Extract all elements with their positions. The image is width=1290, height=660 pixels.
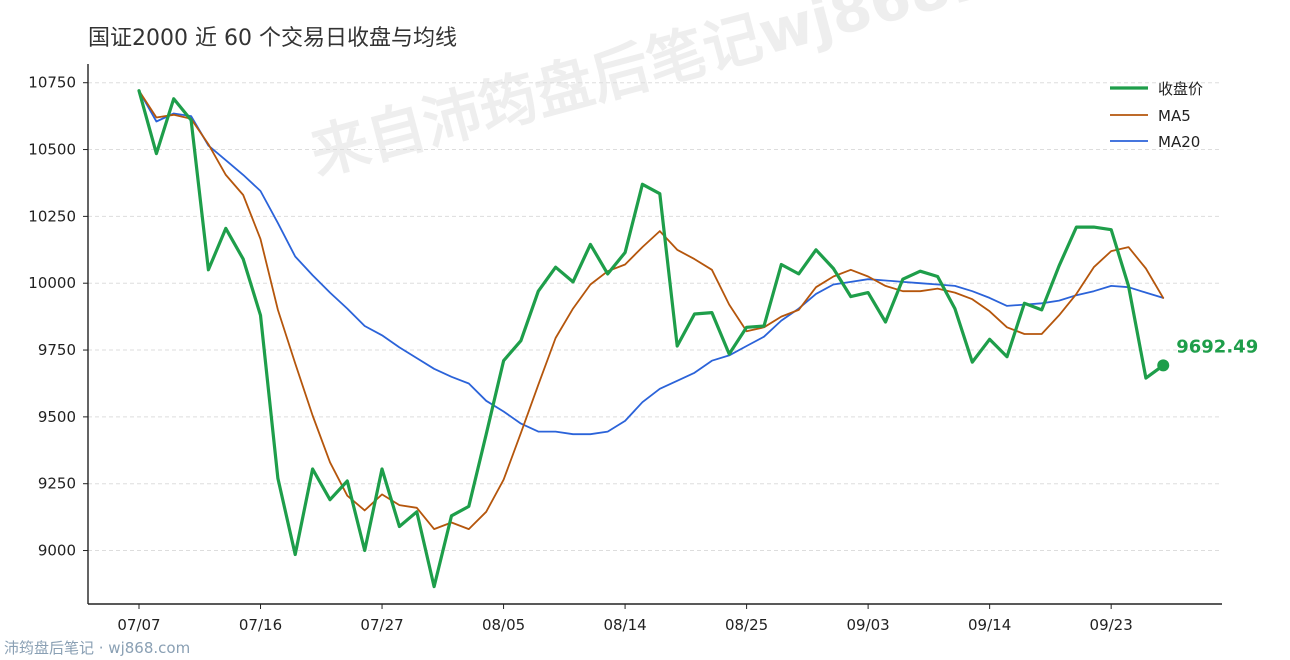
y-tick-label-10500: 10500 <box>28 141 76 159</box>
x-tick-label-09/03: 09/03 <box>847 616 890 634</box>
y-tick-label-10250: 10250 <box>28 207 76 225</box>
x-tick-label-09/23: 09/23 <box>1090 616 1133 634</box>
last-close-value-label: 9692.49 <box>1176 336 1258 357</box>
axes <box>87 64 1222 605</box>
legend-label-ma5: MA5 <box>1158 107 1191 125</box>
y-tick-label-10000: 10000 <box>28 274 76 292</box>
y-tick-label-9000: 9000 <box>38 542 76 560</box>
legend-label-ma20: MA20 <box>1158 133 1200 151</box>
x-tick-label-07/07: 07/07 <box>117 616 160 634</box>
y-tick-labels: 9000 9250 9500 9750 10000 10250 10500 10750 <box>28 74 88 560</box>
x-tick-labels: 07/07 07/16 07/27 08/05 08/14 08/25 09/03 09/14… <box>117 604 1133 634</box>
series-line-close <box>137 89 1165 589</box>
x-tick-label-07/16: 07/16 <box>239 616 282 634</box>
x-tick-label-07/27: 07/27 <box>360 616 403 634</box>
x-tick-label-08/14: 08/14 <box>603 616 646 634</box>
last-close-marker <box>1157 359 1170 372</box>
chart-title: 国证2000 近 60 个交易日收盘与均线 <box>88 26 457 51</box>
series-line-ma5 <box>138 89 1165 530</box>
x-tick-label-09/14: 09/14 <box>968 616 1011 634</box>
x-tick-label-08/25: 08/25 <box>725 616 768 634</box>
footer-credit: 沛筠盘后笔记 · wj868.com <box>4 639 191 657</box>
y-tick-label-9500: 9500 <box>38 408 76 426</box>
series-line-ma20 <box>138 89 1165 436</box>
y-tick-label-10750: 10750 <box>28 74 76 92</box>
grid-lines <box>88 82 1222 552</box>
legend: 收盘价 MA5 MA20 <box>1110 80 1203 151</box>
legend-label-close: 收盘价 <box>1158 80 1203 98</box>
series-lines <box>137 89 1165 589</box>
y-tick-label-9250: 9250 <box>38 475 76 493</box>
x-tick-label-08/05: 08/05 <box>482 616 525 634</box>
y-tick-label-9750: 9750 <box>38 341 76 359</box>
